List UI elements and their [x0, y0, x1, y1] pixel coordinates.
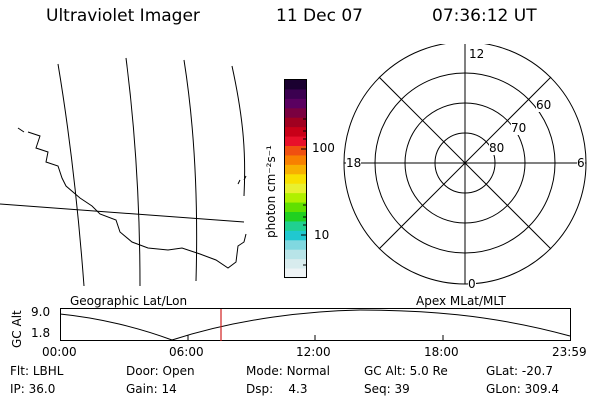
- meridian-line: [125, 57, 141, 286]
- coastline: [27, 131, 247, 269]
- altitude-curve: [60, 309, 571, 341]
- colorbar-unit-label: photon cm⁻²s⁻¹: [264, 145, 278, 238]
- colorbar-cell: [285, 80, 306, 90]
- mlat-label-80: 80: [489, 141, 505, 155]
- geographic-panel-label: Geographic Lat/Lon: [70, 294, 188, 308]
- status-mode: Mode: Normal: [246, 364, 330, 378]
- colorbar-cell: [285, 268, 306, 279]
- status-glat: GLat: -20.7: [486, 364, 553, 378]
- colorbar-cell: [285, 89, 306, 100]
- status-gain: Gain: 14: [126, 382, 177, 396]
- status-ip: IP: 36.0: [10, 382, 56, 396]
- colorbar-cell: [285, 230, 306, 241]
- colorbar-cell: [285, 108, 306, 119]
- timeline-ytick-high: 9.0: [31, 305, 51, 319]
- mlt-label-0: 0: [468, 277, 476, 291]
- timeline-y-label: GC Alt: [10, 310, 24, 348]
- coastline-fragment: [17, 127, 25, 133]
- status-dsp: Dsp: 4.3: [246, 382, 308, 396]
- colorbar-cell: [285, 117, 306, 128]
- geographic-map: [0, 57, 247, 286]
- status-seq: Seq: 39: [364, 382, 410, 396]
- colorbar-cell: [285, 164, 306, 175]
- colorbar-cell: [285, 202, 306, 213]
- status-gc-alt: GC Alt: 5.0 Re: [364, 364, 448, 378]
- mlat-label-70: 70: [511, 121, 527, 135]
- coastline-fragment: [243, 175, 247, 181]
- colorbar-cell: [285, 155, 306, 166]
- mlat-label-60: 60: [536, 98, 552, 112]
- colorbar-cell: [285, 136, 306, 147]
- parallel-line: [0, 203, 245, 223]
- colorbar-cell: [285, 221, 306, 232]
- instrument-title: Ultraviolet Imager: [46, 6, 200, 26]
- colorbar-cell: [285, 193, 306, 204]
- timeline-xtick-0000: 00:00: [42, 345, 77, 359]
- colorbar-cell: [285, 98, 306, 109]
- time-label: 07:36:12 UT: [432, 6, 537, 26]
- meridian-line: [57, 63, 85, 286]
- timeline-xtick-0600: 06:00: [169, 345, 204, 359]
- polar-plot: [343, 44, 587, 285]
- colorbar-cell: [285, 212, 306, 222]
- timeline-ytick-low: 1.8: [31, 326, 51, 340]
- colorbar-cell: [285, 183, 306, 194]
- altitude-timeline: [60, 308, 571, 341]
- timeline-xtick-1200: 12:00: [296, 345, 331, 359]
- colorbar-cell: [285, 259, 306, 270]
- meridian-line: [183, 59, 198, 282]
- colorbar-cell: [285, 127, 306, 138]
- mlt-label-6: 6: [577, 156, 585, 170]
- mlt-label-18: 18: [346, 156, 362, 170]
- colorbar-cell: [285, 249, 306, 260]
- colorbar-tick-10: 10: [314, 228, 330, 242]
- mlt-label-12: 12: [469, 47, 485, 61]
- timeline-xtick-2359: 23:59: [552, 345, 587, 359]
- timeline-xtick-1800: 18:00: [424, 345, 459, 359]
- date-label: 11 Dec 07: [276, 6, 363, 26]
- colorbar-cell: [285, 240, 306, 251]
- colorbar: [284, 79, 307, 279]
- coastline-fragment: [237, 179, 241, 185]
- colorbar-tick-100: 100: [312, 141, 335, 155]
- status-door: Door: Open: [126, 364, 195, 378]
- polar-panel-label: Apex MLat/MLT: [416, 294, 506, 308]
- colorbar-cell: [285, 174, 306, 185]
- status-glon: GLon: 309.4: [486, 382, 559, 396]
- meridian-line: [231, 65, 246, 197]
- colorbar-cell: [285, 146, 306, 156]
- status-filter: Flt: LBHL: [10, 364, 64, 378]
